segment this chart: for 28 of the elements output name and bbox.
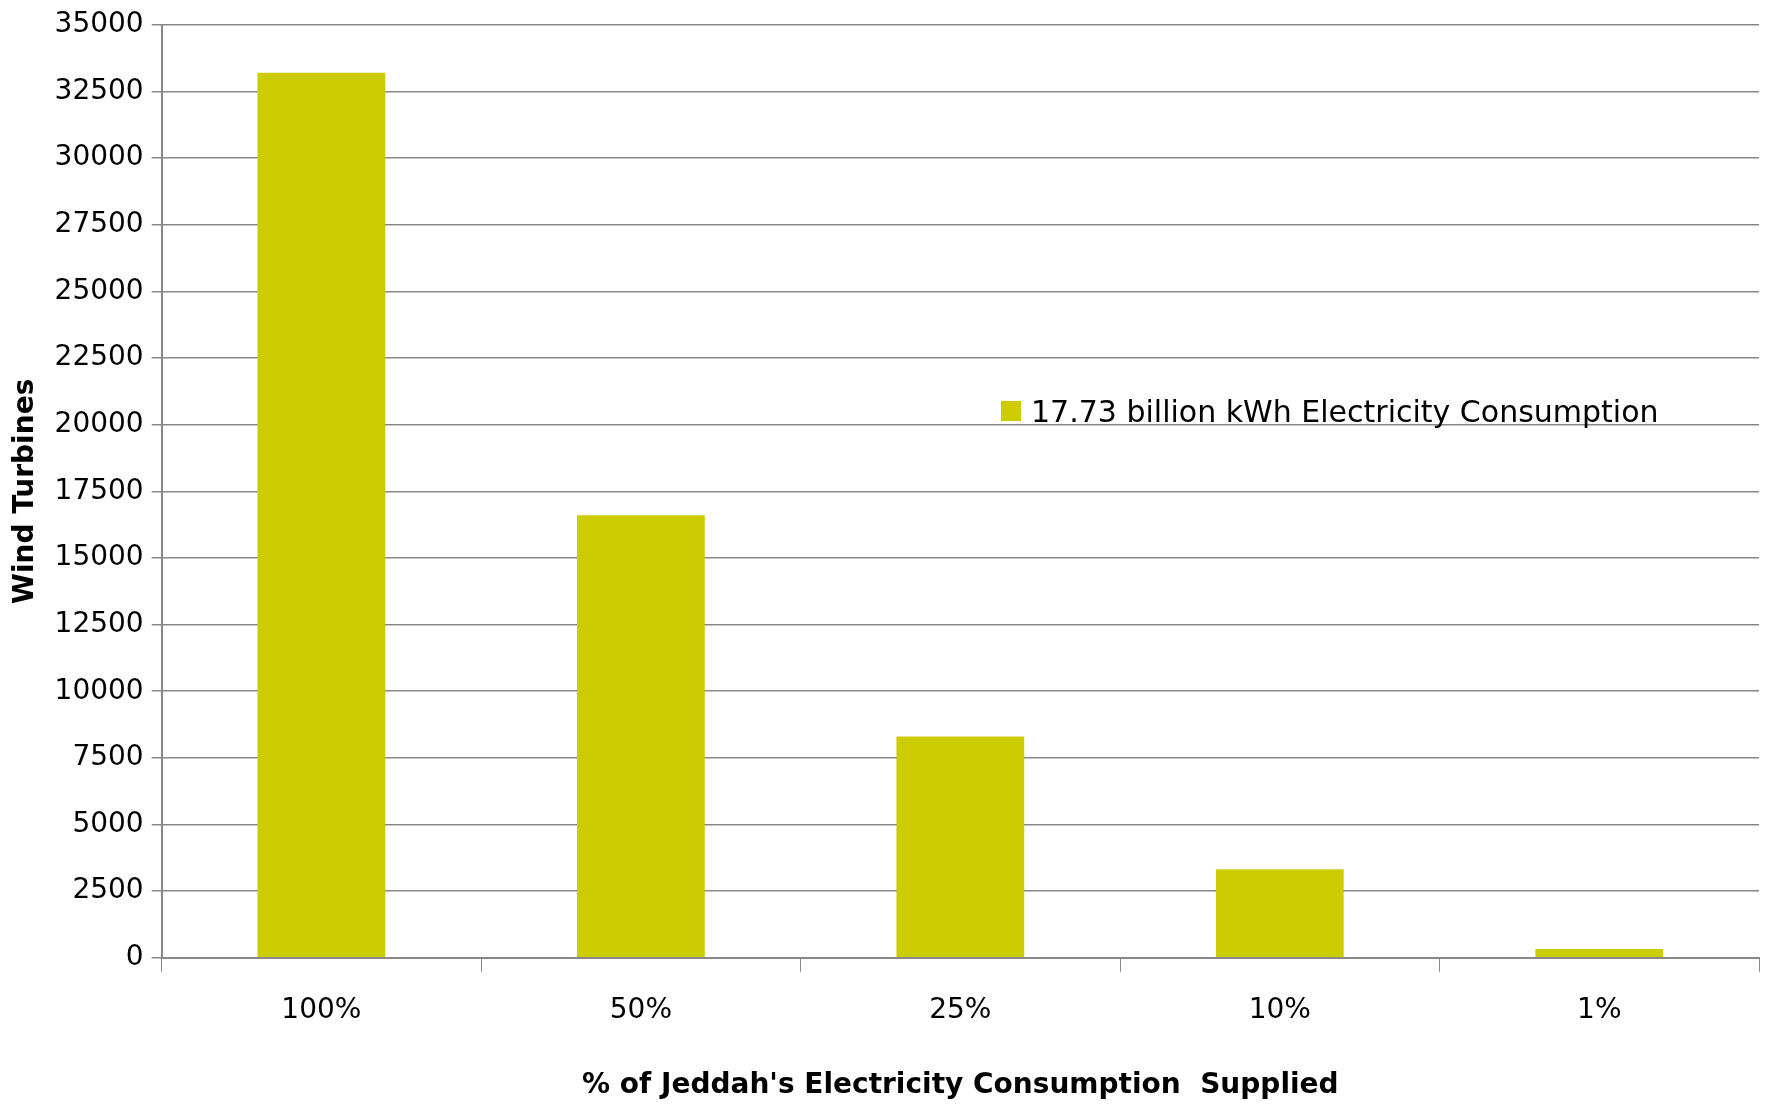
bar [1535, 949, 1664, 958]
y-tick-label: 7500 [72, 739, 144, 773]
bar [257, 72, 386, 958]
bar [576, 515, 705, 958]
y-tick-label: 35000 [54, 6, 144, 40]
y-tick-label: 22500 [54, 339, 144, 373]
x-axis-title: % of Jeddah's Electricity Consumption Supplied [582, 1067, 1339, 1101]
y-tick-label: 12500 [54, 605, 144, 639]
bar [1215, 869, 1344, 958]
y-tick-label: 10000 [54, 672, 144, 706]
x-tick-label: 25% [929, 991, 992, 1025]
legend-label: 17.73 billion kWh Electricity Consumption [1031, 393, 1659, 429]
x-tick-label: 10% [1248, 991, 1311, 1025]
x-tick-label: 100% [281, 991, 362, 1025]
y-tick-label: 0 [125, 939, 144, 973]
y-axis-title: Wind Turbines [7, 378, 41, 604]
x-tick-label: 1% [1577, 991, 1622, 1025]
y-tick-label: 25000 [54, 272, 144, 306]
y-tick-label: 27500 [54, 206, 144, 240]
y-tick-label: 2500 [72, 872, 144, 906]
y-tick-label: 5000 [72, 805, 144, 839]
y-tick-label: 17500 [54, 472, 144, 506]
y-tick-label: 30000 [54, 139, 144, 173]
bar [896, 736, 1025, 958]
y-tick-label: 15000 [54, 539, 144, 573]
y-tick-label: 32500 [54, 72, 144, 106]
x-tick-label: 50% [609, 991, 672, 1025]
y-tick-label: 20000 [54, 405, 144, 439]
